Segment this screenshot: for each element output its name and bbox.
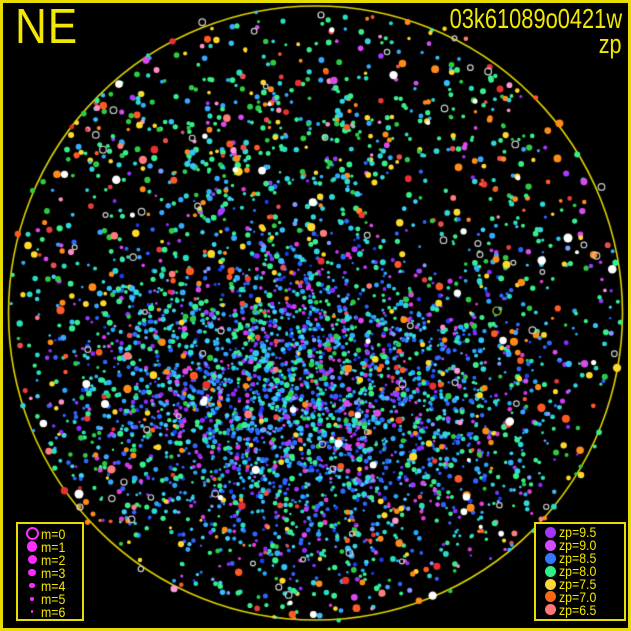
legend-label: m=2: [41, 551, 66, 568]
legend-label: zp=8.0: [559, 563, 597, 580]
zeropoint-legend-row: zp=9.0: [541, 537, 624, 554]
zeropoint-legend-row: zp=8.5: [541, 550, 624, 567]
zp-color-dot-icon: [544, 591, 556, 603]
legend-label: m=5: [41, 590, 66, 607]
legend-swatch: [23, 555, 41, 564]
legend-swatch: [23, 596, 41, 601]
zeropoint-color-legend: zp=9.5 zp=9.0 zp=8.5 zp=8.0 zp=7.5 zp=7.0 zp=6…: [534, 522, 626, 621]
legend-swatch: [541, 591, 559, 603]
legend-label: zp=7.5: [559, 576, 597, 593]
magnitude-legend-row: m=0: [23, 525, 82, 542]
magnitude-size-legend: m=0 m=1 m=2 m=3 m=4 m=5 m=6: [16, 522, 84, 621]
legend-swatch: [541, 604, 559, 616]
filled-dot-marker-icon: [29, 582, 35, 589]
magnitude-legend-row: m=2: [23, 551, 82, 568]
magnitude-legend-row: m=5: [23, 590, 82, 607]
legend-swatch: [541, 578, 559, 590]
legend-label: zp=7.0: [559, 588, 597, 605]
legend-label: m=6: [41, 603, 66, 620]
legend-label: m=1: [41, 538, 66, 555]
zeropoint-legend-row: zp=7.5: [541, 576, 624, 593]
filled-dot-marker-icon: [30, 610, 34, 613]
magnitude-legend-row: m=1: [23, 538, 82, 555]
legend-label: m=4: [41, 577, 66, 594]
magnitude-legend-row: m=3: [23, 564, 82, 581]
zp-color-dot-icon: [544, 526, 556, 538]
open-circle-marker-icon: [25, 527, 39, 540]
zeropoint-legend-row: zp=8.0: [541, 563, 624, 580]
zeropoint-legend-row: zp=7.0: [541, 588, 624, 605]
legend-swatch: [23, 541, 41, 552]
zp-axis-label: zp: [599, 29, 622, 59]
legend-label: zp=9.5: [559, 524, 597, 541]
zeropoint-legend-row: zp=6.5: [541, 601, 624, 618]
legend-label: m=3: [41, 564, 66, 581]
zp-color-dot-icon: [544, 578, 556, 590]
magnitude-legend-row: m=4: [23, 577, 82, 594]
zp-color-dot-icon: [544, 539, 556, 551]
filled-dot-marker-icon: [28, 568, 36, 577]
legend-swatch: [541, 526, 559, 538]
legend-label: zp=9.0: [559, 537, 597, 554]
legend-swatch: [541, 552, 559, 564]
legend-label: m=0: [41, 525, 66, 542]
legend-swatch: [23, 568, 41, 577]
filled-dot-marker-icon: [26, 541, 38, 552]
zeropoint-legend-row: zp=9.5: [541, 524, 624, 541]
filled-dot-marker-icon: [27, 555, 37, 564]
orientation-label: NE: [15, 0, 79, 54]
legend-swatch: [23, 582, 41, 589]
legend-swatch: [541, 565, 559, 577]
zp-color-dot-icon: [544, 565, 556, 577]
legend-swatch: [23, 610, 41, 613]
legend-label: zp=6.5: [559, 601, 597, 618]
exposure-title: 03k61089o0421w: [449, 3, 622, 34]
zp-color-dot-icon: [544, 552, 556, 564]
legend-label: zp=8.5: [559, 550, 597, 567]
legend-swatch: [23, 527, 41, 540]
magnitude-legend-row: m=6: [23, 603, 82, 620]
zp-color-dot-icon: [544, 604, 556, 616]
filled-dot-marker-icon: [30, 596, 34, 601]
legend-swatch: [541, 539, 559, 551]
